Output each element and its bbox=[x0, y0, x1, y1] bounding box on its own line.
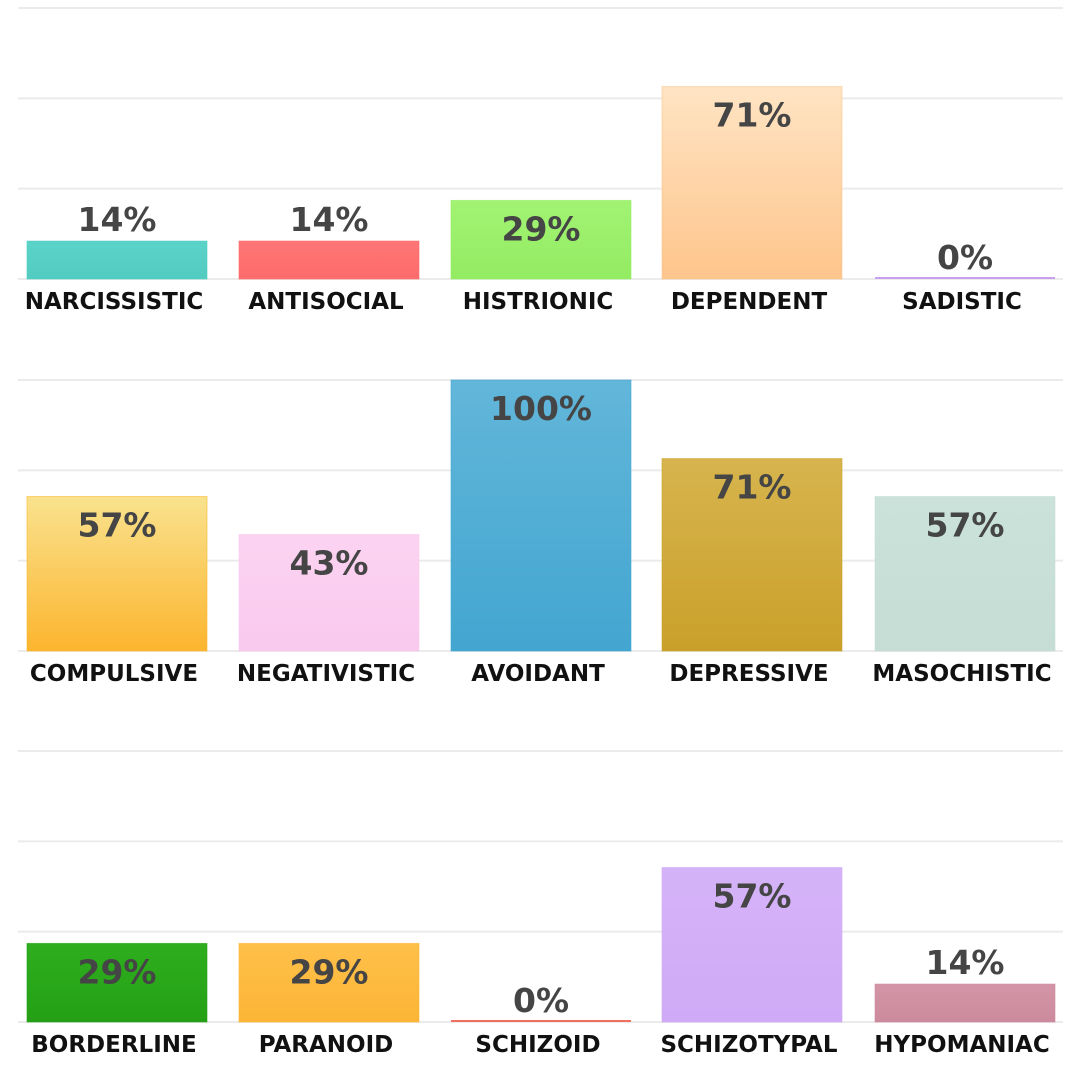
data-label: 29% bbox=[290, 952, 369, 991]
bar-borderline bbox=[26, 942, 208, 1023]
bar-avoidant bbox=[450, 379, 632, 652]
category-label: NEGATIVISTIC bbox=[237, 661, 415, 687]
category-label: PARANOID bbox=[259, 1032, 394, 1058]
category-label: HYPOMANIAC bbox=[874, 1032, 1050, 1058]
category-label: DEPRESSIVE bbox=[669, 661, 828, 687]
data-label: 14% bbox=[290, 200, 369, 239]
data-label: 0% bbox=[937, 238, 993, 277]
chart-row-3: 29% BORDERLINE 29% PARANOID 0% SCHIZOID 57% SCH… bbox=[18, 750, 1063, 1058]
bar-dependent bbox=[661, 86, 843, 280]
category-label: SCHIZOTYPAL bbox=[660, 1032, 837, 1058]
category-label: HISTRIONIC bbox=[463, 289, 614, 315]
data-label: 57% bbox=[926, 506, 1005, 545]
bar-schizoid bbox=[451, 1020, 631, 1022]
category-label: NARCISSISTIC bbox=[25, 289, 204, 315]
category-label: AVOIDANT bbox=[471, 661, 605, 687]
category-label: COMPULSIVE bbox=[30, 661, 198, 687]
data-label: 0% bbox=[513, 981, 569, 1020]
category-label: SADISTIC bbox=[902, 289, 1022, 315]
category-label: SCHIZOID bbox=[475, 1032, 600, 1058]
data-label: 100% bbox=[490, 389, 592, 428]
data-label: 71% bbox=[713, 96, 792, 135]
data-label: 29% bbox=[502, 209, 581, 248]
bar-depressive bbox=[661, 458, 843, 652]
bar-compulsive bbox=[26, 496, 208, 652]
bar-paranoid bbox=[238, 942, 420, 1023]
data-label: 29% bbox=[78, 952, 157, 991]
data-label: 43% bbox=[290, 543, 369, 582]
chart-row-2: 57% COMPULSIVE 43% NEGATIVISTIC 100% AVOIDANT… bbox=[18, 379, 1063, 687]
bar-hypomaniac bbox=[874, 983, 1056, 1023]
bar-negativistic bbox=[238, 533, 420, 652]
data-label: 57% bbox=[78, 506, 157, 545]
category-label: ANTISOCIAL bbox=[248, 289, 404, 315]
bar-sadistic bbox=[875, 277, 1055, 279]
data-label: 71% bbox=[713, 468, 792, 507]
bar-antisocial bbox=[238, 240, 420, 280]
data-label: 14% bbox=[78, 200, 157, 239]
category-label: DEPENDENT bbox=[671, 289, 828, 315]
chart-row-1: 14% NARCISSISTIC 14% ANTISOCIAL 29% HISTRIONI… bbox=[18, 7, 1063, 315]
data-label: 14% bbox=[926, 943, 1005, 982]
bar-schizotypal bbox=[661, 867, 843, 1023]
data-label: 57% bbox=[713, 877, 792, 916]
category-label: MASOCHISTIC bbox=[872, 661, 1051, 687]
category-label: BORDERLINE bbox=[31, 1032, 196, 1058]
bar-narcissistic bbox=[26, 240, 208, 280]
bar-histrionic bbox=[450, 199, 632, 280]
bar-masochistic bbox=[874, 496, 1056, 652]
